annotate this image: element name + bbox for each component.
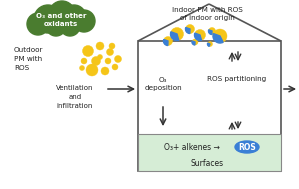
- Circle shape: [109, 43, 115, 49]
- Text: Ventilation
and
infiltration: Ventilation and infiltration: [56, 85, 94, 108]
- Circle shape: [208, 42, 213, 46]
- Circle shape: [86, 64, 98, 76]
- Wedge shape: [195, 33, 202, 40]
- Circle shape: [185, 25, 195, 33]
- Circle shape: [49, 1, 75, 27]
- Wedge shape: [213, 34, 223, 43]
- Circle shape: [34, 5, 62, 33]
- Circle shape: [81, 58, 87, 64]
- Circle shape: [192, 39, 198, 45]
- Circle shape: [73, 10, 95, 32]
- Text: O₃ and other
oxidants: O₃ and other oxidants: [36, 13, 86, 27]
- Text: Outdoor
PM with
ROS: Outdoor PM with ROS: [14, 47, 43, 70]
- Wedge shape: [208, 43, 210, 46]
- Circle shape: [27, 13, 49, 35]
- Ellipse shape: [235, 141, 259, 153]
- Text: ROS: ROS: [238, 143, 256, 152]
- Circle shape: [112, 64, 118, 70]
- Circle shape: [195, 29, 205, 40]
- Circle shape: [101, 67, 109, 75]
- Circle shape: [96, 42, 104, 50]
- Wedge shape: [164, 40, 168, 46]
- Wedge shape: [208, 30, 212, 35]
- Circle shape: [46, 16, 66, 36]
- Text: Surfaces: Surfaces: [190, 159, 224, 167]
- Text: O₃+ alkenes →: O₃+ alkenes →: [164, 143, 220, 152]
- Text: O₃
deposition: O₃ deposition: [144, 77, 182, 91]
- Circle shape: [91, 57, 100, 66]
- Circle shape: [164, 36, 173, 46]
- Circle shape: [106, 49, 114, 56]
- Circle shape: [83, 46, 94, 57]
- Bar: [138, 134, 281, 171]
- Text: ROS partitioning: ROS partitioning: [208, 76, 267, 82]
- Circle shape: [170, 28, 184, 40]
- Circle shape: [60, 16, 80, 36]
- Circle shape: [105, 58, 111, 64]
- Wedge shape: [185, 27, 190, 33]
- Circle shape: [62, 5, 86, 29]
- Circle shape: [115, 56, 121, 63]
- Circle shape: [80, 66, 85, 70]
- Circle shape: [208, 28, 216, 35]
- Text: Indoor PM with ROS
of indoor origin: Indoor PM with ROS of indoor origin: [172, 7, 242, 21]
- Circle shape: [213, 29, 227, 43]
- Bar: [138, 41, 281, 171]
- Wedge shape: [170, 32, 179, 40]
- Wedge shape: [192, 41, 195, 45]
- Circle shape: [97, 54, 103, 60]
